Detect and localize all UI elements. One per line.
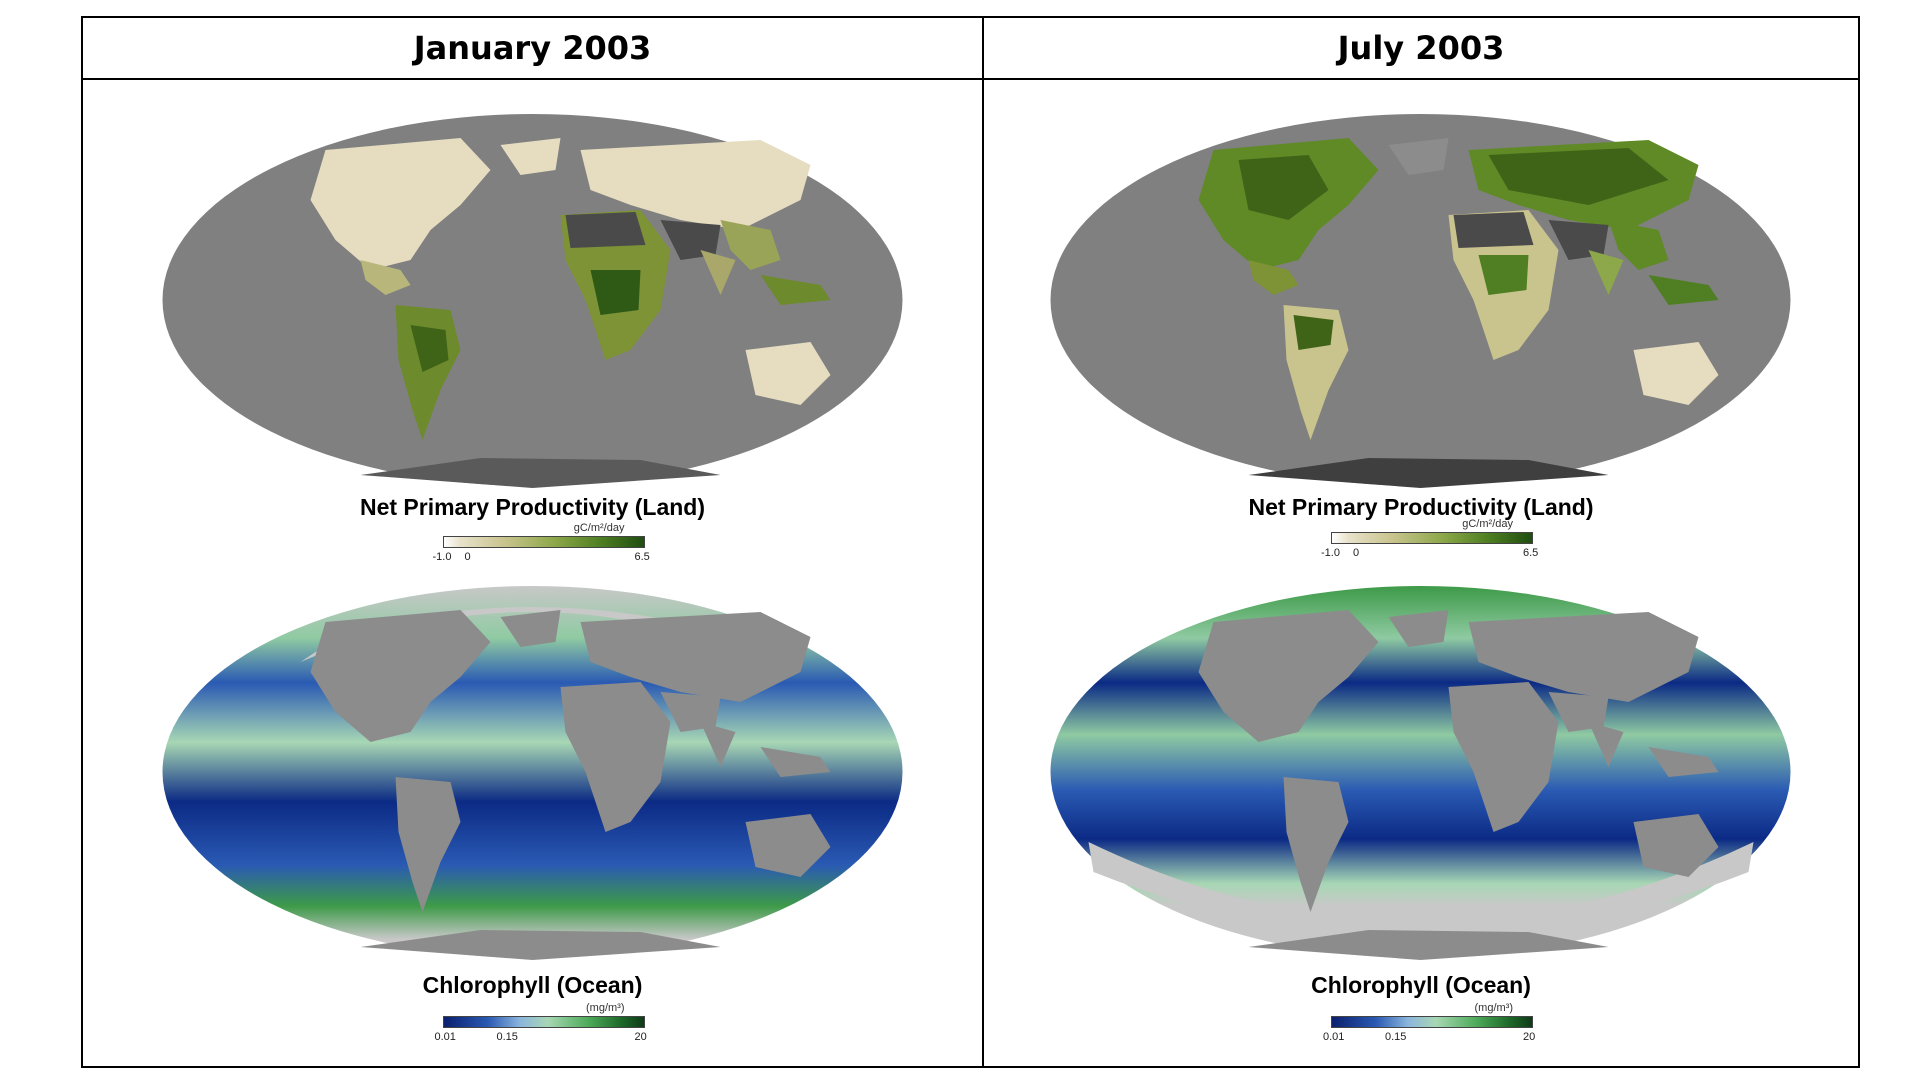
- npp-color-scale: gC/m²/day -1.0 0 6.5: [1301, 518, 1541, 564]
- chlorophyll-gradient-bar: [1331, 1016, 1533, 1028]
- comparison-table: January 2003: [81, 16, 1860, 1068]
- land-panel: Net Primary Productivity (Land) gC/m²/da…: [83, 82, 982, 563]
- chlorophyll-tick-mid: 0.15: [1385, 1031, 1407, 1043]
- npp-tick-min: -1.0: [432, 551, 452, 563]
- chlorophyll-caption: Chlorophyll (Ocean): [1311, 972, 1531, 998]
- column-january: January 2003: [83, 18, 984, 1066]
- chlorophyll-tick-mid: 0.15: [496, 1031, 518, 1043]
- npp-land-map: [1050, 114, 1791, 488]
- npp-color-scale: gC/m²/day -1.0 0 6.5: [413, 522, 653, 568]
- column-title: July 2003: [984, 18, 1858, 80]
- chlorophyll-color-scale: (mg/m³) 0.01 0.15 20: [413, 1002, 653, 1048]
- chlorophyll-tick-min: 0.01: [1323, 1031, 1345, 1043]
- land-panel: Net Primary Productivity (Land) gC/m²/da…: [984, 82, 1858, 562]
- chlorophyll-gradient-bar: [442, 1016, 645, 1028]
- npp-tick-max: 6.5: [634, 551, 650, 563]
- npp-unit-label: gC/m²/day: [1462, 518, 1513, 530]
- npp-gradient-bar: [1331, 532, 1533, 544]
- npp-gradient-bar: [442, 536, 645, 548]
- npp-caption: Net Primary Productivity (Land): [359, 494, 706, 520]
- column-title: January 2003: [83, 18, 982, 80]
- npp-tick-zero: 0: [464, 551, 471, 563]
- ocean-panel: Chlorophyll (Ocean) (mg/m³) 0.01 0.15 20: [83, 562, 982, 1062]
- chlorophyll-ocean-map: [162, 586, 902, 960]
- chlorophyll-tick-max: 20: [1523, 1031, 1536, 1043]
- chlorophyll-unit-label: (mg/m³): [586, 1002, 625, 1014]
- npp-tick-max: 6.5: [1523, 547, 1539, 559]
- chlorophyll-tick-max: 20: [634, 1031, 647, 1043]
- npp-land-map: [162, 114, 902, 488]
- chlorophyll-caption: Chlorophyll (Ocean): [422, 972, 643, 998]
- npp-tick-zero: 0: [1353, 547, 1360, 559]
- chlorophyll-ocean-map: [1050, 586, 1791, 960]
- ocean-panel: Chlorophyll (Ocean) (mg/m³) 0.01 0.15 20: [984, 562, 1858, 1062]
- chlorophyll-unit-label: (mg/m³): [1474, 1002, 1514, 1014]
- chlorophyll-tick-min: 0.01: [434, 1031, 456, 1043]
- npp-tick-min: -1.0: [1321, 547, 1340, 559]
- column-july: July 2003 Ne: [984, 18, 1858, 1066]
- npp-caption: Net Primary Productivity (Land): [1248, 494, 1594, 520]
- chlorophyll-color-scale: (mg/m³) 0.01 0.15 20: [1301, 1002, 1541, 1048]
- npp-unit-label: gC/m²/day: [573, 522, 625, 534]
